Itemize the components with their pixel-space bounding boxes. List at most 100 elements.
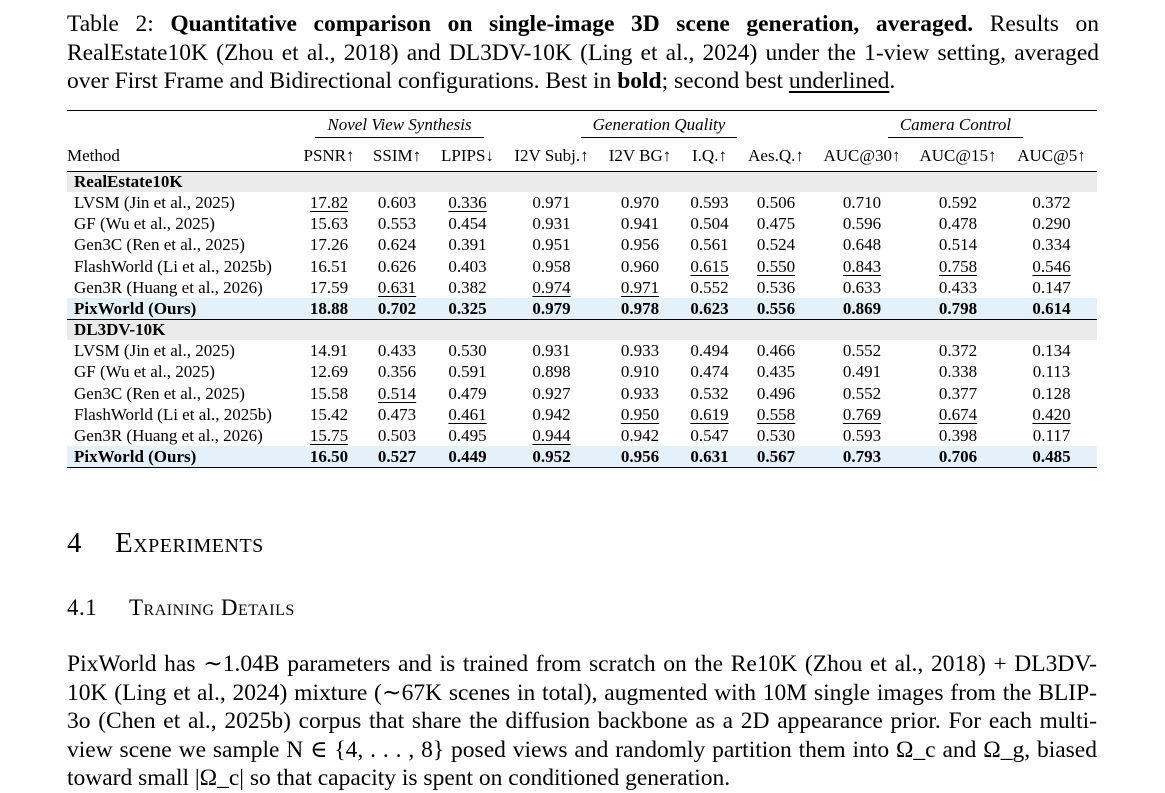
value-cell: 0.702 <box>363 297 431 320</box>
value-cell: 15.42 <box>309 404 349 424</box>
table-section-header: RealEstate10K <box>67 171 1097 192</box>
value-cell: 0.433 <box>377 341 417 361</box>
value-cell: 0.944 <box>532 425 571 445</box>
value-cell: 0.552 <box>690 277 729 297</box>
value-cell: 0.978 <box>599 297 681 320</box>
value-cell: 0.514 <box>377 383 417 403</box>
value-cell: 0.334 <box>1032 235 1071 255</box>
value-cell: 0.971 <box>532 193 571 213</box>
table-row: Gen3R (Huang et al., 2026) 17.59 0.631 0.38… <box>67 277 1097 298</box>
value-cell: 0.674 <box>938 404 978 424</box>
value-cell: 0.398 <box>938 425 978 445</box>
value-cell: 0.391 <box>448 235 487 255</box>
value-cell: 0.974 <box>532 277 571 297</box>
table-caption: Table 2: Quantitative comparison on sing… <box>67 10 1099 96</box>
value-cell: 0.979 <box>504 297 599 320</box>
value-cell: 0.494 <box>690 341 729 361</box>
value-cell: 0.619 <box>690 404 729 424</box>
value-cell: 15.63 <box>309 214 349 234</box>
table-row: LVSM (Jin et al., 2025) 17.82 0.603 0.336 0.… <box>67 192 1097 213</box>
section-name: RealEstate10K <box>67 171 1097 192</box>
value-cell: 0.336 <box>448 193 487 213</box>
method-cell: GF (Wu et al., 2025) <box>74 214 215 234</box>
group-header-camera-control: Camera Control <box>814 111 1097 142</box>
column-header: SSIM↑ <box>372 146 422 165</box>
value-cell: 0.933 <box>620 341 660 361</box>
value-cell: 0.593 <box>690 193 729 213</box>
section-name: DL3DV-10K <box>67 319 1097 341</box>
value-cell: 0.843 <box>842 256 882 276</box>
value-cell: 0.558 <box>756 404 796 424</box>
value-cell: 0.942 <box>620 425 660 445</box>
value-cell: 0.596 <box>842 214 882 234</box>
value-cell: 0.550 <box>756 256 796 276</box>
column-header: LPIPS↓ <box>441 146 494 165</box>
value-cell: 0.461 <box>448 404 487 424</box>
method-cell: PixWorld (Ours) <box>67 446 295 468</box>
value-cell: 0.473 <box>377 404 417 424</box>
column-header: I2V Subj.↑ <box>514 146 589 165</box>
value-cell: 0.567 <box>738 446 814 468</box>
table-row: FlashWorld (Li et al., 2025b) 16.51 0.626 0… <box>67 256 1097 277</box>
value-cell: 0.547 <box>690 425 729 445</box>
value-cell: 0.504 <box>690 214 729 234</box>
subsection-heading: 4.1 Training Details <box>67 595 295 621</box>
value-cell: 0.614 <box>1006 297 1097 320</box>
value-cell: 0.479 <box>448 383 487 403</box>
value-cell: 0.633 <box>842 277 882 297</box>
value-cell: 0.356 <box>377 362 417 382</box>
value-cell: 0.970 <box>620 193 660 213</box>
value-cell: 17.82 <box>309 193 349 213</box>
body-paragraph: PixWorld has ∼1.04B parameters and is tr… <box>67 651 1097 791</box>
section-number: 4 <box>67 527 82 559</box>
value-cell: 0.769 <box>842 404 882 424</box>
value-cell: 0.951 <box>532 235 571 255</box>
method-cell: FlashWorld (Li et al., 2025b) <box>74 404 272 424</box>
group-header-nvs: Novel View Synthesis <box>295 111 504 142</box>
column-header: PSNR↑ <box>303 146 355 165</box>
value-cell: 0.532 <box>690 383 729 403</box>
value-cell: 15.58 <box>309 383 349 403</box>
value-cell: 0.377 <box>938 383 978 403</box>
method-cell: FlashWorld (Li et al., 2025b) <box>74 256 272 276</box>
method-cell: Gen3R (Huang et al., 2026) <box>74 277 263 297</box>
value-cell: 0.466 <box>756 341 796 361</box>
value-cell: 0.941 <box>620 214 660 234</box>
column-header: AUC@30↑ <box>823 146 901 165</box>
value-cell: 0.603 <box>377 193 417 213</box>
value-cell: 0.958 <box>532 256 571 276</box>
table-row: GF (Wu et al., 2025) 12.69 0.356 0.591 0.898… <box>67 361 1097 382</box>
section-title: Experiments <box>115 527 264 559</box>
table-row: PixWorld (Ours) 18.88 0.702 0.325 0.979 0.978… <box>67 297 1097 320</box>
value-cell: 0.615 <box>690 256 729 276</box>
value-cell: 0.931 <box>532 341 571 361</box>
value-cell: 0.927 <box>532 383 571 403</box>
value-cell: 0.474 <box>690 362 729 382</box>
value-cell: 0.536 <box>756 277 796 297</box>
method-cell: Gen3C (Ren et al., 2025) <box>74 383 245 403</box>
column-header-method: Method <box>67 146 120 165</box>
value-cell: 0.956 <box>599 446 681 468</box>
value-cell: 0.290 <box>1032 214 1071 234</box>
value-cell: 0.710 <box>842 193 882 213</box>
value-cell: 0.971 <box>620 277 660 297</box>
value-cell: 16.50 <box>295 446 363 468</box>
method-cell: Gen3C (Ren et al., 2025) <box>74 235 245 255</box>
value-cell: 0.435 <box>756 362 796 382</box>
caption-text-c: . <box>889 68 896 94</box>
value-cell: 17.59 <box>309 277 349 297</box>
value-cell: 0.706 <box>910 446 1006 468</box>
value-cell: 18.88 <box>295 297 363 320</box>
value-cell: 0.898 <box>532 362 571 382</box>
table-row: GF (Wu et al., 2025) 15.63 0.553 0.454 0.931… <box>67 213 1097 234</box>
value-cell: 0.960 <box>620 256 660 276</box>
value-cell: 0.556 <box>738 297 814 320</box>
caption-label: Table 2: <box>67 11 154 37</box>
method-cell: LVSM (Jin et al., 2025) <box>74 341 235 361</box>
value-cell: 0.503 <box>377 425 417 445</box>
table-row: Gen3R (Huang et al., 2026) 15.75 0.503 0.49… <box>67 425 1097 446</box>
value-cell: 0.931 <box>532 214 571 234</box>
value-cell: 0.552 <box>842 341 882 361</box>
value-cell: 0.325 <box>431 297 504 320</box>
results-table: Novel View Synthesis Generation Quality … <box>67 110 1097 469</box>
